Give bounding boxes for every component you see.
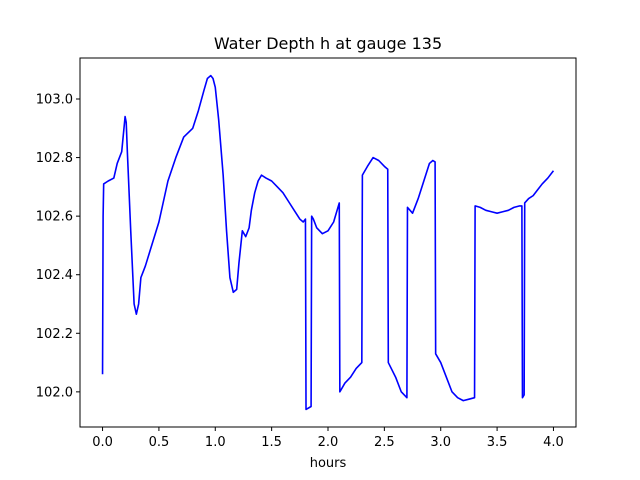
x-tick-label: 2.5	[374, 435, 395, 450]
series-line-0	[101, 74, 555, 411]
x-tick-label: 1.5	[261, 435, 282, 450]
x-tick-label: 3.0	[430, 435, 451, 450]
y-tick-label: 102.6	[36, 210, 73, 225]
x-tick-label: 0.5	[149, 435, 170, 450]
x-tick-label: 2.0	[318, 435, 339, 450]
y-tick-label: 102.8	[36, 151, 73, 166]
y-tick-label: 102.0	[36, 385, 73, 400]
y-axis-ticks: 102.0 102.2 102.4 102.6 102.8 103.0	[36, 93, 80, 400]
y-tick-label: 103.0	[36, 93, 73, 108]
x-tick-label: 3.5	[487, 435, 508, 450]
x-axis-label: hours	[310, 456, 347, 471]
x-tick-label: 4.0	[543, 435, 564, 450]
y-tick-label: 102.2	[36, 327, 73, 342]
x-axis-ticks: 0.0 0.5 1.0 1.5 2.0 2.5 3.0 3.5 4.0	[92, 427, 564, 450]
x-tick-label: 1.0	[205, 435, 226, 450]
plot-area-frame	[79, 57, 577, 428]
series-layer	[101, 74, 555, 411]
x-tick-label: 0.0	[92, 435, 113, 450]
y-tick-label: 102.4	[36, 268, 73, 283]
chart-title: Water Depth h at gauge 135	[214, 34, 442, 53]
